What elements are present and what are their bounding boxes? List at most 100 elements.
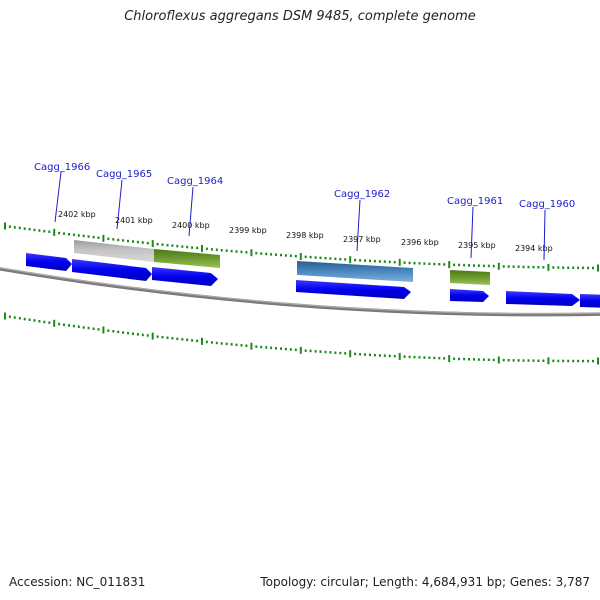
minor-tick <box>176 244 179 248</box>
gene-label-cagg-1966[interactable]: Cagg_1966 <box>34 162 90 173</box>
minor-tick <box>166 336 169 339</box>
minor-tick <box>373 353 376 357</box>
major-tick <box>151 332 154 340</box>
major-tick <box>299 346 302 354</box>
minor-tick <box>33 228 36 232</box>
feature-grey[interactable] <box>74 240 154 262</box>
minor-tick <box>329 351 332 354</box>
feature-olive-cagg-1964[interactable] <box>154 249 220 268</box>
minor-tick <box>468 264 470 267</box>
minor-tick <box>572 266 575 269</box>
genome-backbone-highlight <box>0 267 600 315</box>
gene-label-cagg-1961[interactable]: Cagg_1961 <box>447 196 503 207</box>
minor-tick <box>517 359 520 362</box>
minor-tick <box>507 359 510 362</box>
cds-arrow[interactable] <box>450 289 489 302</box>
minor-tick <box>235 343 238 347</box>
kbp-scale-labels: 2402 kbp 2401 kbp 2400 kbp 2399 kbp 2398… <box>58 210 553 253</box>
minor-tick <box>477 358 480 361</box>
minor-tick <box>240 250 243 254</box>
minor-tick <box>562 266 565 269</box>
major-tick <box>448 261 451 269</box>
minor-tick <box>339 257 342 261</box>
minor-tick <box>205 247 208 251</box>
cds-arrow[interactable] <box>152 267 218 286</box>
minor-tick <box>592 359 594 363</box>
minor-tick <box>72 324 75 328</box>
feature-steelblue-cagg-1962[interactable] <box>297 261 413 282</box>
minor-tick <box>280 253 282 257</box>
minor-tick <box>423 262 426 265</box>
major-tick <box>597 264 599 272</box>
major-tick <box>597 357 599 365</box>
minor-tick <box>502 358 505 362</box>
minor-tick <box>383 354 386 357</box>
minor-tick <box>161 243 164 246</box>
gene-label-cagg-1964[interactable]: Cagg_1964 <box>167 176 223 187</box>
cds-arrow[interactable] <box>72 259 152 281</box>
gene-label-cagg-1962[interactable]: Cagg_1962 <box>334 189 390 200</box>
minor-tick <box>171 244 174 247</box>
minor-tick <box>58 231 61 235</box>
minor-tick <box>63 323 65 326</box>
minor-tick <box>215 248 218 251</box>
minor-tick <box>324 256 327 260</box>
minor-tick <box>156 335 159 338</box>
minor-tick <box>413 355 416 359</box>
cds-arrow[interactable] <box>506 291 580 306</box>
minor-tick <box>92 235 95 239</box>
lower-tick-track <box>4 312 599 365</box>
feature-olive-cagg-1961[interactable] <box>450 270 490 285</box>
major-tick <box>250 342 253 350</box>
minor-tick <box>552 359 555 363</box>
minor-tick <box>463 263 466 267</box>
major-tick <box>250 249 253 257</box>
minor-tick <box>458 357 461 361</box>
gene-label-cagg-1960[interactable]: Cagg_1960 <box>519 199 575 210</box>
minor-tick <box>270 253 273 256</box>
gene-label-cagg-1965[interactable]: Cagg_1965 <box>96 169 152 180</box>
minor-tick <box>196 246 199 250</box>
minor-tick <box>245 251 248 254</box>
minor-tick <box>112 238 115 241</box>
minor-tick <box>542 266 545 269</box>
minor-tick <box>181 245 184 248</box>
minor-tick <box>344 258 347 261</box>
minor-tick <box>72 233 75 237</box>
major-tick <box>349 256 352 264</box>
cds-arrow[interactable] <box>580 294 600 308</box>
minor-tick <box>482 358 485 361</box>
minor-tick <box>438 263 441 266</box>
minor-tick <box>453 263 456 267</box>
minor-tick <box>562 359 565 363</box>
minor-tick <box>255 251 258 255</box>
cds-arrow[interactable] <box>296 280 411 299</box>
minor-tick <box>413 261 416 265</box>
minor-tick <box>136 333 139 336</box>
minor-tick <box>443 357 446 360</box>
minor-tick <box>23 317 26 321</box>
minor-tick <box>527 265 530 269</box>
cds-track <box>26 253 600 308</box>
minor-tick <box>433 356 436 360</box>
minor-tick <box>23 227 26 230</box>
minor-tick <box>477 264 480 267</box>
minor-tick <box>458 263 461 267</box>
minor-tick <box>314 256 317 259</box>
minor-tick <box>487 264 490 268</box>
minor-tick <box>557 359 560 363</box>
major-tick <box>547 263 550 271</box>
minor-tick <box>334 351 337 354</box>
cds-arrow[interactable] <box>26 253 72 271</box>
minor-tick <box>112 330 115 333</box>
minor-tick <box>132 332 134 335</box>
minor-tick <box>522 265 525 269</box>
kbp-label: 2399 kbp <box>229 226 267 235</box>
minor-tick <box>270 346 273 350</box>
minor-tick <box>28 318 31 321</box>
major-tick <box>53 319 56 327</box>
minor-tick <box>136 240 139 244</box>
minor-tick <box>196 339 199 343</box>
minor-tick <box>107 237 110 241</box>
